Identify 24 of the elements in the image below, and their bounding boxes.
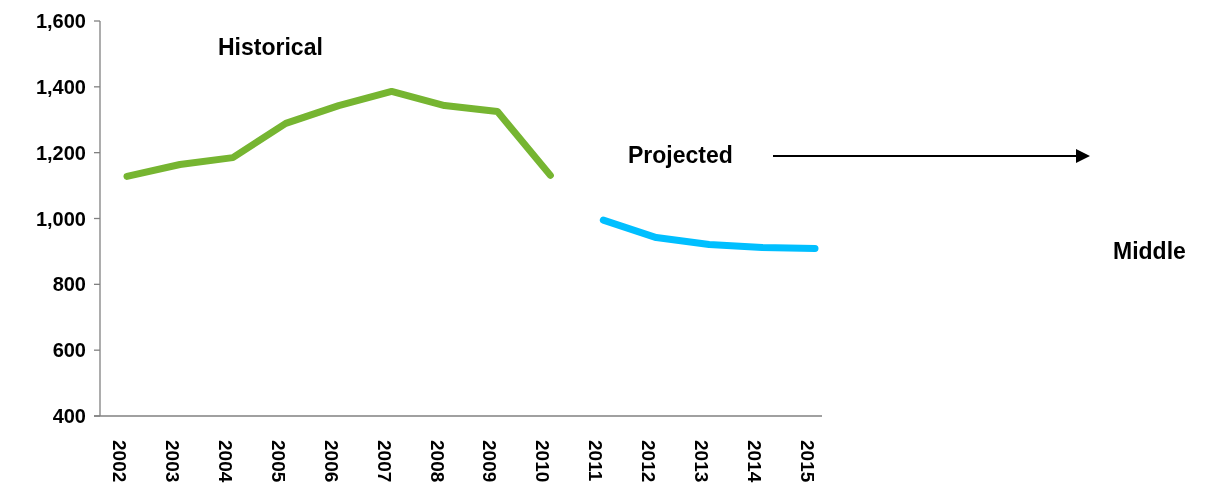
y-tick-label: 400 (52, 405, 86, 427)
y-tick-label: 1,200 (35, 141, 86, 164)
x-tick-label: 2012 (638, 440, 660, 483)
y-tick-label: 1,000 (35, 207, 86, 230)
x-tick-label: 2007 (373, 440, 395, 483)
x-tick-label: 2010 (532, 440, 554, 483)
x-tick-label: 2004 (214, 440, 236, 483)
y-tick-label: 800 (52, 273, 86, 296)
text: Middle (1113, 238, 1186, 264)
x-tick-label: 2002 (108, 440, 130, 483)
x-tick-label: 2014 (744, 440, 766, 483)
x-tick-label: 2008 (426, 440, 448, 483)
x-tick-label: 2013 (691, 440, 713, 483)
x-tick-label: 2006 (320, 440, 342, 483)
annotation: Projected (628, 142, 733, 168)
annotation: Historical (218, 34, 323, 60)
x-tick-label: 2011 (585, 440, 607, 482)
y-tick-label: 600 (52, 339, 86, 362)
x-tick-label: 2015 (796, 440, 818, 483)
x-tick-label: 2009 (479, 440, 501, 483)
y-tick-label: 1,400 (35, 75, 86, 98)
x-tick-label: 2003 (161, 440, 183, 483)
x-tick-label: 2005 (267, 440, 289, 483)
y-tick-label: 1,600 (35, 10, 86, 32)
